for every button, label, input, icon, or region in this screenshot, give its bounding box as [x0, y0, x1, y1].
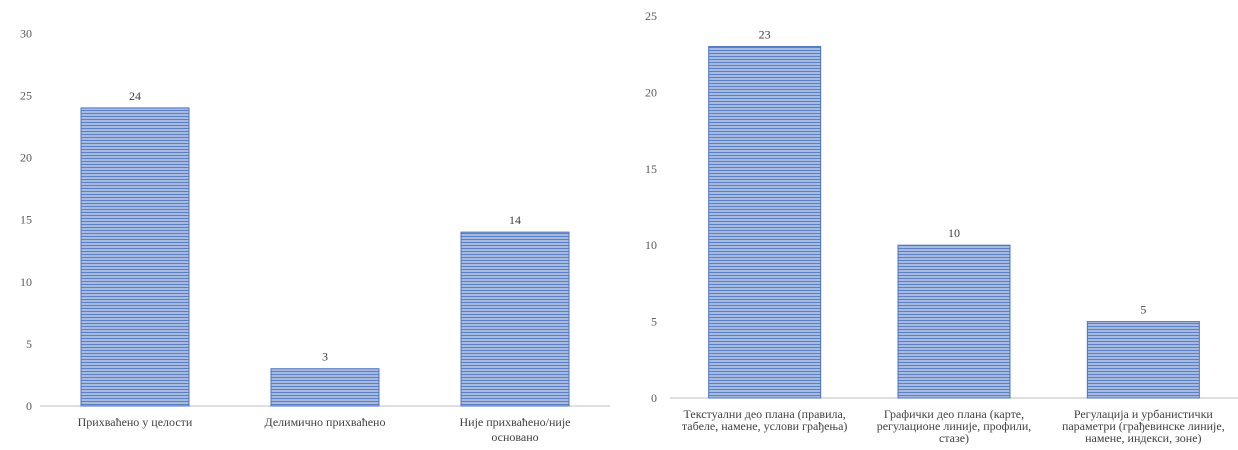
- y-tick-label: 0: [26, 399, 32, 413]
- bar: [80, 107, 190, 407]
- data-label: 24: [129, 89, 141, 103]
- category-label-line: регулационе линије, профили,: [877, 419, 1032, 433]
- category-label-line: табеле, намене, услови грађења): [682, 419, 848, 433]
- category-label-line: Текстуални део плана (правила,: [684, 407, 846, 421]
- y-tick-label: 15: [645, 162, 657, 176]
- y-tick-label: 15: [20, 213, 32, 227]
- category-label-line: Регулација и урбанистички: [1074, 407, 1214, 421]
- category-label: Делимично прихваћено: [265, 415, 386, 429]
- category-label-line: основано: [491, 430, 538, 444]
- y-tick-label: 10: [20, 275, 32, 289]
- category-label: Није прихваћено/није основано: [459, 415, 570, 444]
- right-bar-chart: 0 5 10 15 20 25 23 Текстуални део плана (правил…: [645, 9, 1238, 445]
- category-label-line: Прихваћено у целости: [78, 415, 193, 429]
- category-label: Графички део плана (карте, регулационе ли…: [877, 407, 1032, 445]
- data-label: 3: [322, 350, 328, 364]
- category-label-line: Графички део плана (карте,: [884, 407, 1024, 421]
- category-label-line: Делимично прихваћено: [265, 415, 386, 429]
- y-tick-label: 0: [651, 391, 657, 405]
- category-label-line: параметри (грађевинске линије,: [1062, 419, 1225, 433]
- category-label: Текстуални део плана (правила, табеле, на…: [682, 407, 848, 433]
- bar: [270, 368, 380, 407]
- y-tick-label: 20: [20, 151, 32, 165]
- bar: [1086, 321, 1200, 399]
- data-label: 10: [948, 226, 960, 240]
- data-label: 14: [509, 213, 521, 227]
- bar: [897, 244, 1011, 399]
- category-label-line: намене, индекси, зоне): [1085, 431, 1201, 445]
- category-label: Регулација и урбанистички параметри (грађ…: [1062, 407, 1225, 445]
- data-label: 5: [1140, 303, 1146, 317]
- bar: [708, 46, 822, 399]
- y-axis-ticks: 0 5 10 15 20 25: [645, 9, 657, 405]
- left-bar-chart: 0 5 10 15 20 25 30 24 Прихваћено у целости 3 Делим…: [20, 26, 610, 444]
- y-tick-label: 20: [645, 85, 657, 99]
- category-label-line: Није прихваћено/није: [459, 415, 570, 429]
- y-tick-label: 25: [20, 89, 32, 103]
- y-axis-ticks: 0 5 10 15 20 25 30: [20, 26, 32, 413]
- category-label: Прихваћено у целости: [78, 415, 193, 429]
- y-tick-label: 30: [20, 26, 32, 40]
- y-tick-label: 10: [645, 238, 657, 252]
- y-tick-label: 25: [645, 9, 657, 23]
- y-tick-label: 5: [26, 337, 32, 351]
- y-tick-label: 5: [651, 315, 657, 329]
- category-label-line: стазе): [939, 431, 969, 445]
- data-label: 23: [759, 28, 771, 42]
- bar: [460, 231, 570, 407]
